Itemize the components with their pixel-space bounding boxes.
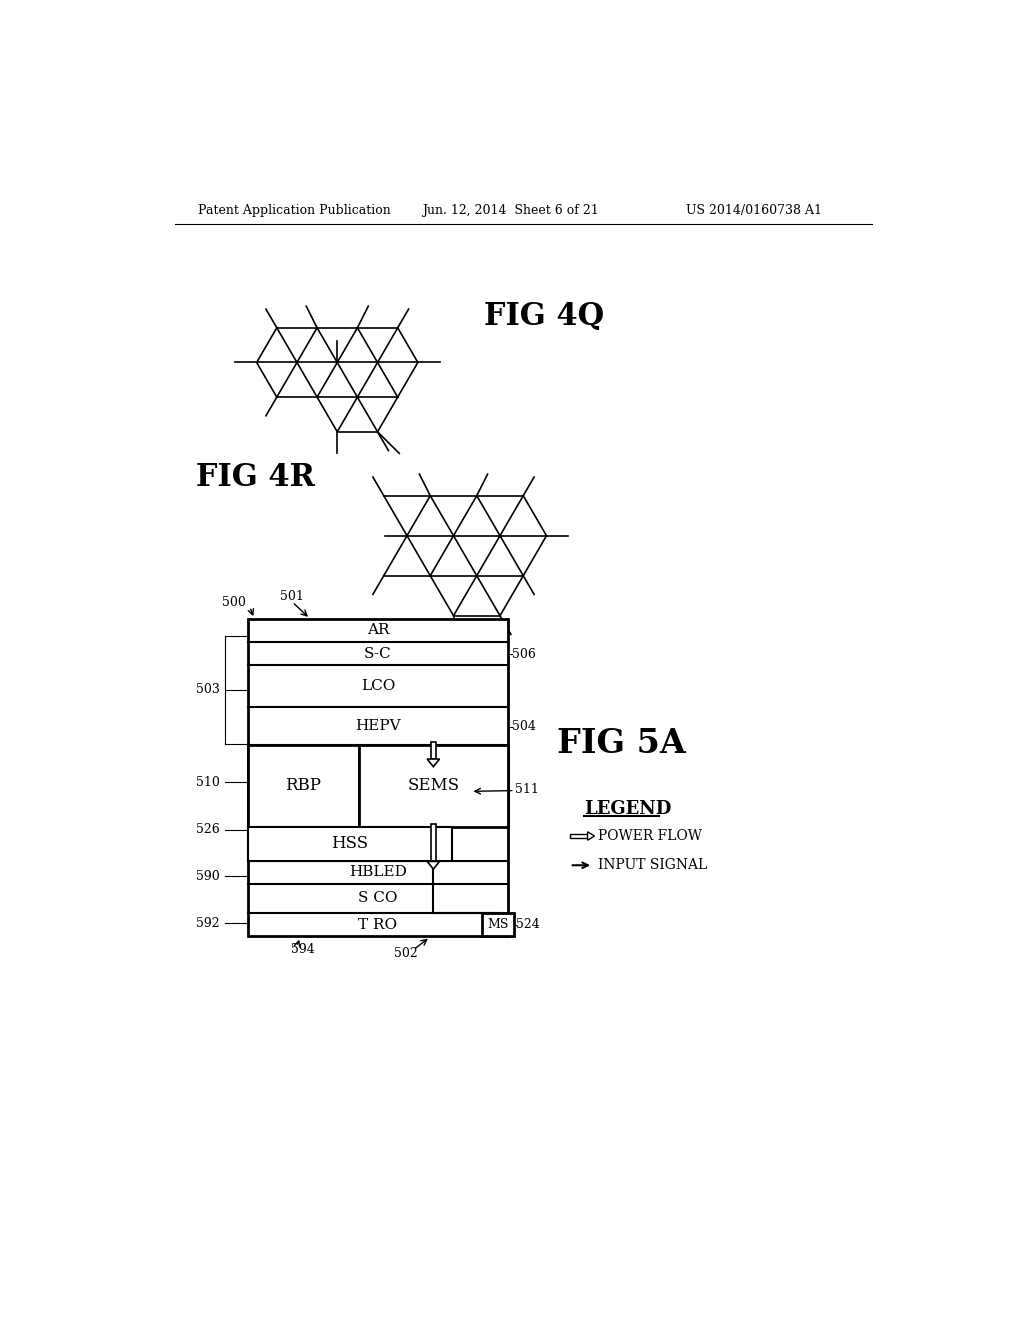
Text: Jun. 12, 2014  Sheet 6 of 21: Jun. 12, 2014 Sheet 6 of 21 — [423, 205, 599, 218]
Text: 503: 503 — [196, 684, 219, 696]
Text: 590: 590 — [196, 870, 219, 883]
Text: 592: 592 — [196, 916, 219, 929]
Text: LEGEND: LEGEND — [584, 800, 671, 818]
Text: 500: 500 — [222, 597, 246, 610]
Polygon shape — [427, 759, 439, 767]
Text: T RO: T RO — [358, 917, 397, 932]
Text: 524: 524 — [516, 917, 540, 931]
Bar — [431, 742, 436, 759]
Polygon shape — [588, 832, 595, 841]
Text: 504: 504 — [512, 721, 536, 733]
Polygon shape — [427, 862, 439, 869]
Text: AR: AR — [367, 623, 389, 638]
Text: POWER FLOW: POWER FLOW — [598, 829, 702, 843]
Text: Patent Application Publication: Patent Application Publication — [198, 205, 390, 218]
Text: FIG 4R: FIG 4R — [197, 462, 315, 494]
Text: 502: 502 — [393, 946, 418, 960]
Text: INPUT SIGNAL: INPUT SIGNAL — [598, 858, 708, 873]
Text: 506: 506 — [512, 648, 536, 661]
Bar — [482, 913, 514, 936]
Bar — [248, 744, 359, 826]
Text: 501: 501 — [280, 590, 304, 603]
Text: 511: 511 — [515, 783, 540, 796]
Bar — [569, 834, 588, 838]
Text: HSS: HSS — [332, 836, 369, 853]
Text: FIG 5A: FIG 5A — [557, 727, 685, 760]
Text: 594: 594 — [291, 944, 314, 957]
Text: SEMS: SEMS — [408, 777, 460, 795]
Text: MS: MS — [487, 917, 509, 931]
Text: LCO: LCO — [360, 678, 395, 693]
Bar — [248, 619, 508, 936]
Bar — [359, 744, 508, 826]
Text: 526: 526 — [196, 824, 219, 837]
Text: HEPV: HEPV — [355, 719, 400, 733]
Text: 510: 510 — [196, 776, 219, 788]
Text: S-C: S-C — [365, 647, 392, 660]
Text: HBLED: HBLED — [349, 865, 407, 879]
Bar — [431, 824, 436, 862]
Text: RBP: RBP — [286, 777, 322, 795]
Bar — [248, 826, 452, 861]
Text: S CO: S CO — [358, 891, 397, 906]
Text: FIG 4Q: FIG 4Q — [484, 301, 604, 331]
Text: US 2014/0160738 A1: US 2014/0160738 A1 — [686, 205, 822, 218]
